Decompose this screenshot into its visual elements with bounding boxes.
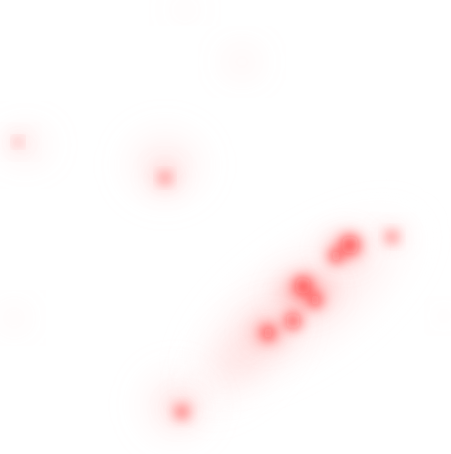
hotspot-3 [385,230,399,244]
density-cluster-top-edge [167,2,203,18]
hotspot-2 [326,246,346,266]
density-cluster-right-edge [434,306,451,326]
hotspot-5 [305,290,325,310]
hotspot-9 [159,172,171,184]
density-cluster-left-edge [0,304,30,332]
hotspot-8 [174,404,190,420]
density-cluster-top [220,44,264,80]
hotspot-7 [258,323,278,343]
hotspot-6 [281,309,305,333]
hotspot-10 [14,138,22,146]
